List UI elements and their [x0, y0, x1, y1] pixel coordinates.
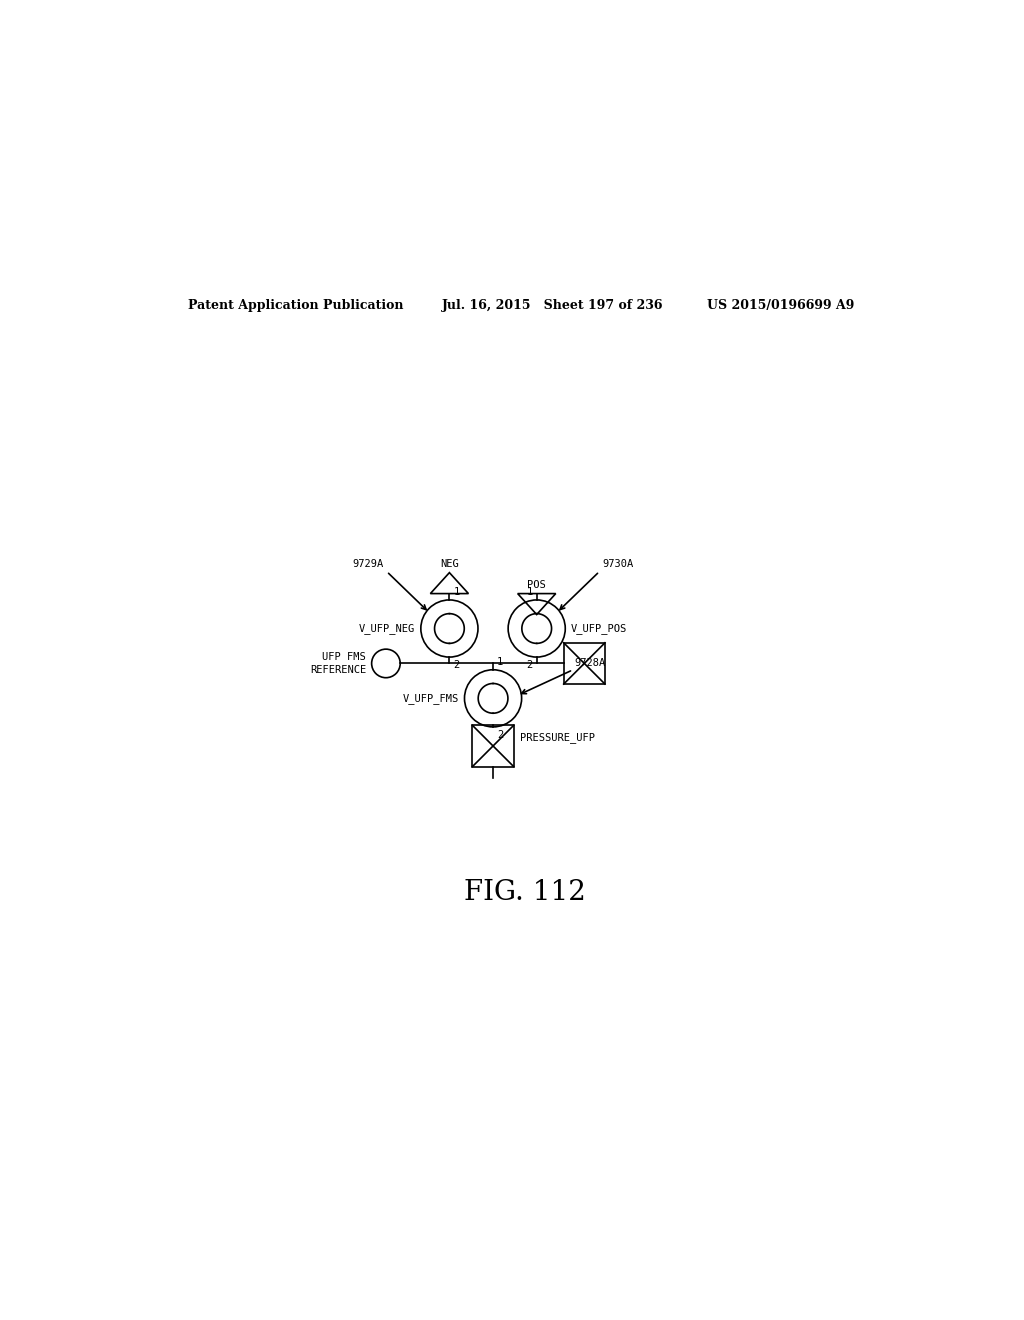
Text: FIG. 112: FIG. 112	[464, 879, 586, 907]
Text: US 2015/0196699 A9: US 2015/0196699 A9	[708, 300, 855, 312]
Text: Patent Application Publication: Patent Application Publication	[187, 300, 403, 312]
Text: V_UFP_NEG: V_UFP_NEG	[359, 623, 416, 634]
Text: 9728A: 9728A	[574, 659, 606, 668]
Text: V_UFP_POS: V_UFP_POS	[570, 623, 627, 634]
Text: POS: POS	[527, 581, 546, 590]
Bar	[472, 725, 514, 767]
Text: V_UFP_FMS: V_UFP_FMS	[402, 693, 459, 704]
Text: NEG: NEG	[440, 560, 459, 569]
Text: 2: 2	[454, 660, 460, 671]
Text: 2: 2	[497, 730, 503, 741]
Text: 1: 1	[526, 587, 532, 597]
Text: Jul. 16, 2015   Sheet 197 of 236: Jul. 16, 2015 Sheet 197 of 236	[441, 300, 663, 312]
Text: 9729A: 9729A	[352, 558, 384, 569]
Text: 1: 1	[497, 656, 503, 667]
Text: PRESSURE_UFP: PRESSURE_UFP	[520, 733, 595, 743]
Text: UFP FMS
REFERENCE: UFP FMS REFERENCE	[310, 652, 367, 675]
Text: 1: 1	[454, 587, 460, 597]
Text: 2: 2	[526, 660, 532, 671]
Text: 9730A: 9730A	[602, 558, 634, 569]
Bar	[563, 643, 605, 684]
